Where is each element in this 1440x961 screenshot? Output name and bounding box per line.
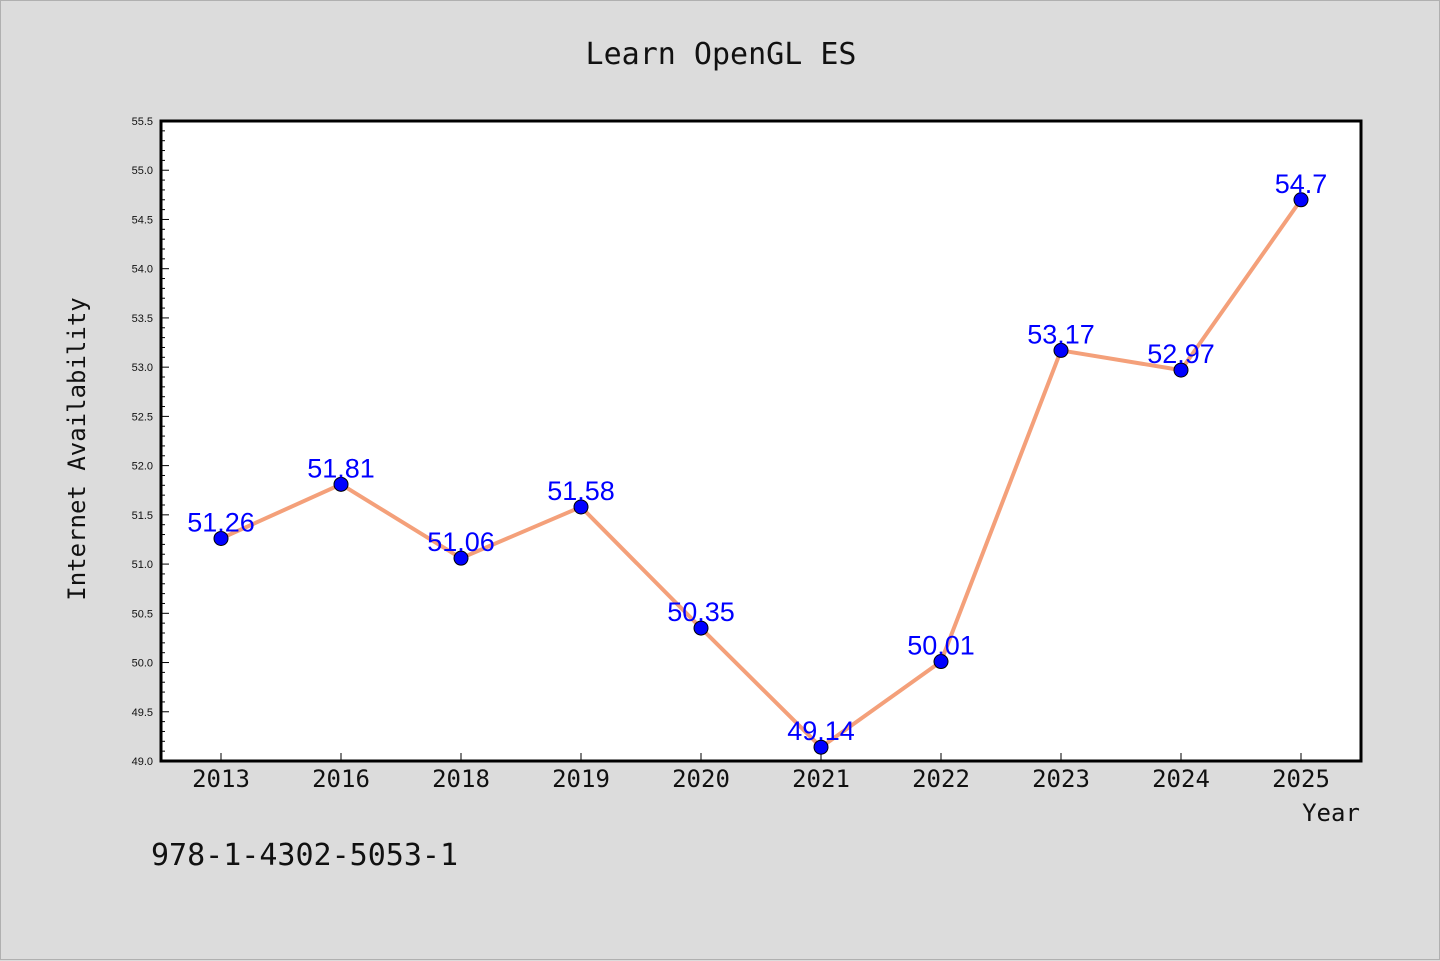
data-label: 49.14 (787, 716, 855, 746)
data-label: 52.97 (1147, 339, 1215, 369)
data-point (1173, 362, 1189, 378)
y-tick-label: 51.5 (132, 510, 153, 522)
y-tick-label: 50.0 (132, 658, 153, 670)
data-label: 50.01 (907, 631, 975, 661)
y-tick-label: 53.5 (132, 313, 153, 325)
y-tick-label: 53.0 (132, 362, 153, 374)
chart-title: Learn OpenGL ES (586, 37, 857, 72)
series-line (220, 198, 1303, 750)
plot-area (161, 121, 1361, 761)
footer-isbn: 978-1-4302-5053-1 (151, 838, 458, 873)
data-label-layer: 51.26 51.81 51.06 51.58 50.35 49.14 50.01 53.17… (187, 169, 1327, 746)
y-tick-label: 54.0 (132, 264, 153, 276)
y-tick-label: 54.5 (132, 214, 153, 226)
x-tick-label: 2018 (432, 765, 490, 793)
x-tick-label: 2019 (552, 765, 610, 793)
data-label: 51.06 (427, 527, 495, 557)
data-point (573, 499, 589, 515)
y-tick-label: 51.0 (132, 559, 153, 571)
x-axis-label: Year (1302, 799, 1360, 827)
x-tick-label: 2025 (1272, 765, 1330, 793)
x-tick-label: 2022 (912, 765, 970, 793)
y-tick-label: 49.0 (132, 756, 153, 768)
x-tick-label: 2021 (792, 765, 850, 793)
data-point (333, 476, 349, 492)
x-tick-label: 2020 (672, 765, 730, 793)
data-label: 51.81 (307, 453, 375, 483)
data-label: 50.35 (667, 597, 735, 627)
data-label: 54.7 (1275, 169, 1328, 199)
y-tick-label: 55.5 (132, 116, 153, 128)
x-axis: 2013 2016 2018 2019 2020 2021 2022 2023 2024 2025 (192, 753, 1330, 793)
data-point (813, 739, 829, 755)
plot-frame (159, 119, 1363, 763)
y-tick-label: 55.0 (132, 165, 153, 177)
data-label: 51.26 (187, 507, 255, 537)
y-tick-label: 52.5 (132, 411, 153, 423)
x-tick-label: 2016 (312, 765, 370, 793)
data-point (1053, 342, 1069, 358)
data-label: 51.58 (547, 476, 615, 506)
data-point (933, 654, 949, 670)
y-axis: 49.0 49.5 50.0 50.5 51.0 51.5 52.0 52.5 53.0 53.5… (132, 116, 169, 768)
x-tick-label: 2023 (1032, 765, 1090, 793)
series-layer (220, 198, 1303, 750)
y-tick-label: 52.0 (132, 461, 153, 473)
data-point (693, 620, 709, 636)
y-axis-label: Internet Availability (63, 297, 91, 600)
data-label: 53.17 (1027, 319, 1095, 349)
y-tick-label: 50.5 (132, 608, 153, 620)
data-point (213, 530, 229, 546)
x-tick-label: 2013 (192, 765, 250, 793)
marker-layer (213, 192, 1309, 755)
x-tick-label: 2024 (1152, 765, 1210, 793)
data-point (453, 550, 469, 566)
y-tick-label: 49.5 (132, 707, 153, 719)
data-point (1293, 192, 1309, 208)
